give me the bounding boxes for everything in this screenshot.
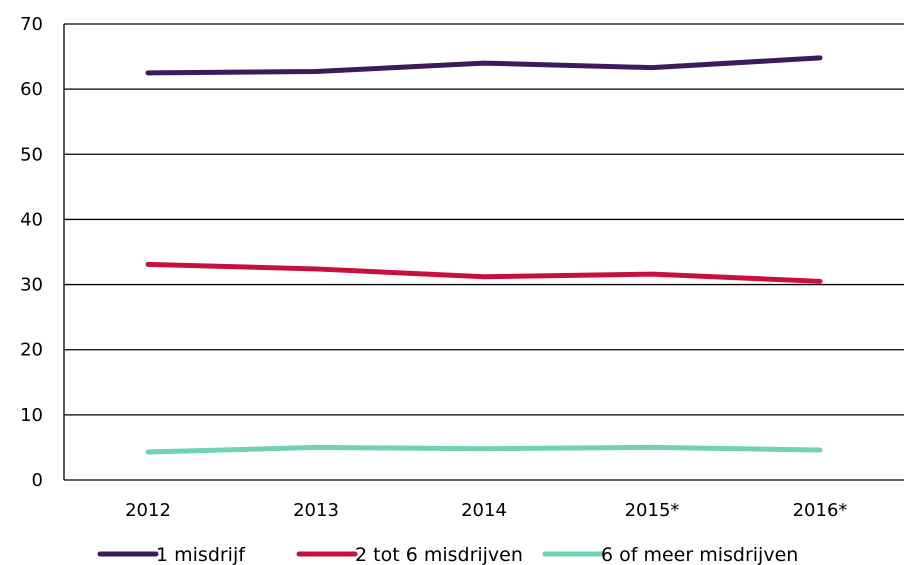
x-tick-label: 2012 xyxy=(125,500,171,521)
gridlines xyxy=(64,23,904,416)
y-tick-label: 70 xyxy=(20,14,43,35)
series-line-1 xyxy=(145,55,823,76)
y-tick-label: 10 xyxy=(20,405,43,426)
y-tick-label: 20 xyxy=(20,340,43,361)
axes xyxy=(63,24,904,481)
series-line-2 xyxy=(145,261,823,284)
x-axis-tick-labels: 2012 2013 2014 2015* 2016* xyxy=(125,500,847,521)
legend-label: 6 of meer misdrijven xyxy=(601,544,798,565)
y-axis-tick-labels: 0 10 20 30 40 50 60 70 xyxy=(20,14,43,491)
x-tick-label: 2016* xyxy=(793,500,848,521)
y-tick-label: 0 xyxy=(32,470,43,491)
series-line-3 xyxy=(145,444,823,455)
x-tick-label: 2013 xyxy=(293,500,339,521)
legend-label: 1 misdrijf xyxy=(156,544,246,565)
x-tick-label: 2015* xyxy=(625,500,680,521)
x-tick-label: 2014 xyxy=(461,500,507,521)
y-tick-label: 50 xyxy=(20,144,43,165)
y-tick-label: 30 xyxy=(20,275,43,296)
legend: 1 misdrijf 2 tot 6 misdrijven 6 of meer mi… xyxy=(97,544,798,565)
y-tick-label: 40 xyxy=(20,209,43,230)
legend-label: 2 tot 6 misdrijven xyxy=(355,544,523,565)
series-lines xyxy=(145,55,823,455)
y-tick-label: 60 xyxy=(20,79,43,100)
